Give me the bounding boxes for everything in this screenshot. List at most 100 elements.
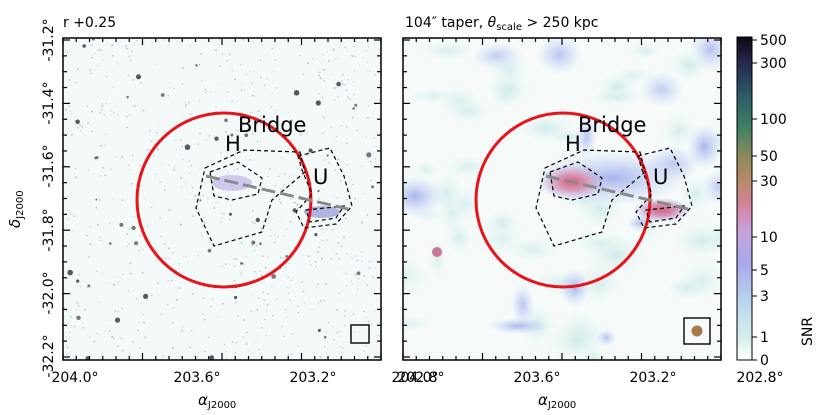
speckle (101, 59, 104, 61)
speckle (251, 293, 253, 296)
speckle (295, 167, 298, 169)
speckle (132, 79, 134, 81)
star-source (240, 262, 243, 265)
speckle (302, 73, 305, 75)
speckle (323, 117, 325, 120)
speckle (227, 172, 229, 174)
speckle (184, 101, 186, 104)
noise-blob (659, 112, 698, 150)
speckle (338, 258, 341, 260)
speckle (344, 324, 346, 327)
speckle (142, 109, 145, 112)
speckle (242, 336, 244, 338)
speckle (366, 284, 368, 286)
speckle (253, 70, 255, 72)
speckle (160, 313, 163, 316)
speckle (322, 181, 324, 184)
speckle (265, 334, 267, 337)
speckle (189, 346, 191, 349)
speckle (302, 254, 304, 257)
star-source (76, 279, 80, 283)
y-axis-label: δJ2000 (6, 190, 26, 228)
speckle (343, 315, 346, 317)
speckle (139, 165, 142, 167)
speckle (291, 126, 293, 128)
speckle (274, 185, 276, 187)
noise-blob (487, 317, 548, 335)
speckle (339, 335, 342, 337)
speckle (370, 323, 373, 325)
speckle (318, 246, 320, 248)
speckle (251, 221, 254, 223)
speckle (362, 57, 364, 59)
speckle (266, 310, 268, 312)
star-source (326, 154, 329, 157)
speckle (354, 55, 357, 58)
speckle (253, 222, 256, 225)
x-axis-label-right: αJ2000 (538, 391, 576, 411)
speckle (163, 39, 165, 41)
speckle (276, 87, 278, 89)
speckle (267, 128, 269, 130)
noise-blob (403, 251, 431, 299)
speckle (182, 67, 184, 69)
speckle (267, 256, 269, 258)
speckle (180, 224, 182, 226)
speckle (363, 193, 366, 195)
x-tick-label: 203.2° (629, 370, 676, 386)
speckle (337, 158, 340, 160)
speckle (319, 328, 322, 330)
speckle (342, 83, 344, 85)
speckle (75, 354, 77, 356)
speckle (368, 267, 371, 269)
speckle (367, 116, 369, 119)
speckle (210, 306, 212, 308)
speckle (117, 310, 120, 313)
star-source (87, 284, 91, 288)
speckle (74, 81, 77, 84)
speckle (290, 198, 292, 200)
speckle (173, 88, 175, 90)
star-source (234, 295, 238, 300)
speckle (77, 127, 79, 129)
speckle (377, 334, 379, 337)
speckle (351, 257, 353, 259)
speckle (368, 321, 370, 323)
speckle (87, 122, 89, 124)
speckle (323, 80, 326, 82)
speckle (113, 284, 116, 286)
left-ticks (62, 38, 382, 360)
speckle (263, 299, 265, 301)
speckle (229, 204, 231, 206)
speckle (168, 258, 170, 260)
speckle (212, 116, 214, 119)
speckle (175, 149, 177, 151)
speckle (192, 215, 194, 217)
speckle (196, 204, 199, 206)
speckle (236, 129, 238, 131)
speckle (117, 114, 119, 117)
speckle (336, 309, 338, 311)
speckle (289, 299, 291, 301)
speckle (280, 256, 282, 259)
speckle (361, 165, 364, 168)
speckle (163, 131, 166, 133)
speckle (203, 286, 205, 288)
right-contours (535, 147, 693, 247)
speckle (334, 99, 336, 101)
speckle (299, 54, 301, 57)
star-source (352, 107, 355, 110)
speckle (364, 263, 366, 265)
noise-blob (668, 47, 710, 82)
speckle (172, 168, 175, 170)
speckle (79, 130, 82, 132)
speckle (320, 300, 322, 302)
speckle (73, 215, 76, 217)
star-source (195, 64, 198, 67)
speckle (268, 217, 270, 219)
speckle (273, 70, 275, 73)
speckle (233, 169, 235, 171)
speckle (128, 55, 130, 58)
speckle (334, 87, 336, 90)
